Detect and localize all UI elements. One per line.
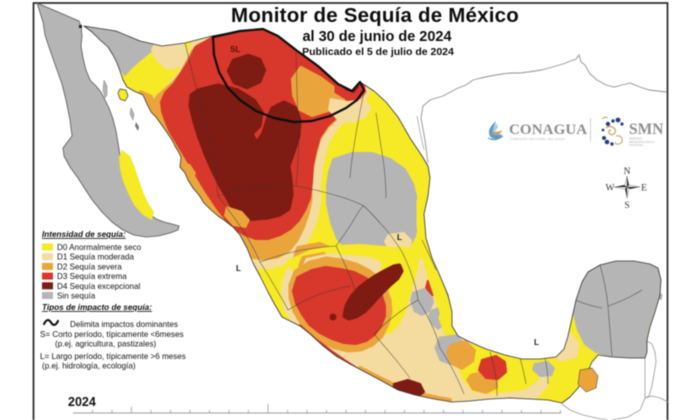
svg-text:NACIONAL: NACIONAL bbox=[629, 143, 644, 147]
svg-text:D4 Sequía excepcional: D4 Sequía excepcional bbox=[57, 282, 140, 291]
svg-text:2024: 2024 bbox=[68, 395, 96, 409]
svg-text:Delimita impactos dominantes: Delimita impactos dominantes bbox=[70, 320, 178, 329]
svg-text:CONAGUA: CONAGUA bbox=[509, 122, 587, 138]
svg-text:SMN: SMN bbox=[629, 121, 663, 138]
svg-text:S: S bbox=[624, 201, 629, 211]
svg-text:D3 Sequía extrema: D3 Sequía extrema bbox=[57, 272, 127, 281]
svg-text:(p.ej. hidrología, ecología): (p.ej. hidrología, ecología) bbox=[42, 362, 136, 371]
svg-text:Monitor de Sequía de México: Monitor de Sequía de México bbox=[231, 4, 519, 27]
svg-text:SERVICIO: SERVICIO bbox=[629, 137, 643, 141]
svg-text:Intensidad de sequía:: Intensidad de sequía: bbox=[42, 230, 126, 239]
svg-text:D1 Sequía moderada: D1 Sequía moderada bbox=[57, 253, 134, 262]
svg-text:(p.ej. agricultura, pastizales: (p.ej. agricultura, pastizales) bbox=[55, 340, 157, 349]
svg-text:L= Largo período, típicamente: L= Largo período, típicamente >6 meses bbox=[40, 352, 186, 361]
svg-text:METEOROLÓGICO: METEOROLÓGICO bbox=[629, 139, 655, 144]
svg-text:W: W bbox=[606, 184, 615, 194]
svg-text:SL: SL bbox=[230, 45, 240, 54]
svg-text:D0 Anormalmente seco: D0 Anormalmente seco bbox=[57, 243, 142, 252]
svg-text:L: L bbox=[397, 233, 402, 242]
svg-text:E: E bbox=[641, 184, 647, 194]
svg-text:S= Corto período, típicamente: S= Corto período, típicamente <6meses bbox=[40, 330, 184, 339]
svg-text:L: L bbox=[236, 264, 241, 273]
svg-text:N: N bbox=[624, 167, 631, 177]
svg-text:Sin sequía: Sin sequía bbox=[57, 292, 96, 301]
svg-text:COMISIÓN NACIONAL DEL AGUA: COMISIÓN NACIONAL DEL AGUA bbox=[510, 136, 565, 141]
svg-text:L: L bbox=[534, 338, 539, 347]
svg-text:Tipos de impacto de sequía:: Tipos de impacto de sequía: bbox=[42, 303, 152, 312]
svg-text:D2 Sequía severa: D2 Sequía severa bbox=[57, 262, 122, 271]
svg-text:Publicado el 5 de julio de 202: Publicado el 5 de julio de 2024 bbox=[302, 46, 454, 58]
svg-text:al 30 de junio de 2024: al 30 de junio de 2024 bbox=[302, 29, 451, 45]
